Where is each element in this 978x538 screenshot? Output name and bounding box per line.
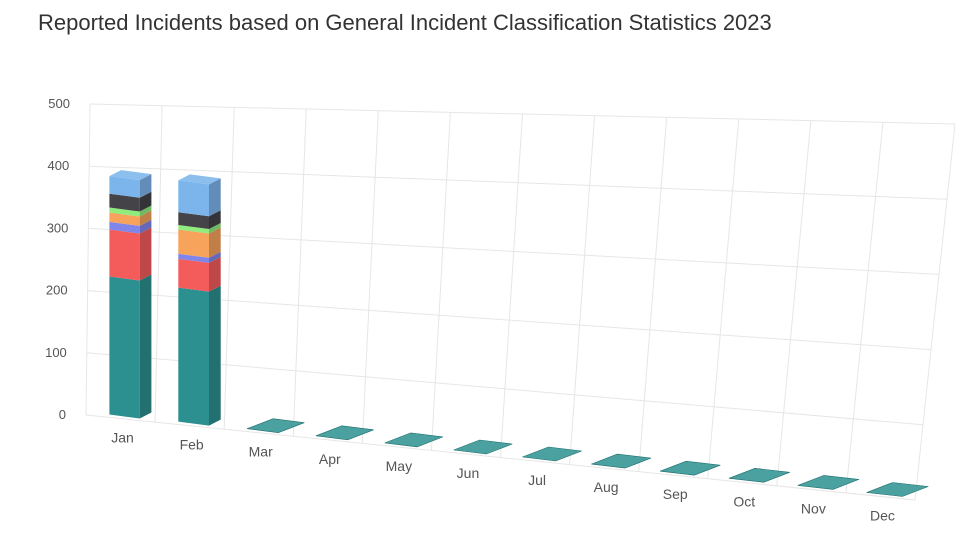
grid xyxy=(85,103,956,501)
y-tick-label: 0 xyxy=(59,407,66,422)
bar-segment xyxy=(178,287,209,426)
y-axis: 0 100 200 300 400 500 xyxy=(45,96,70,422)
bar-segment xyxy=(178,212,209,229)
chart-title: Reported Incidents based on General Inci… xyxy=(38,10,772,35)
gridline-x xyxy=(569,115,596,465)
bar-segment xyxy=(453,439,513,455)
bar-jul xyxy=(522,446,582,462)
gridline-x xyxy=(845,122,884,493)
gridline-x xyxy=(914,123,956,501)
bar-segment xyxy=(866,482,929,497)
x-tick-label: Mar xyxy=(249,444,273,460)
bar-segment xyxy=(384,432,444,448)
gridline-x xyxy=(223,107,235,430)
bar-segment xyxy=(797,475,860,490)
bar-segment-top xyxy=(178,174,221,185)
y-tick-label: 200 xyxy=(46,283,68,298)
bar-nov xyxy=(797,475,860,490)
bar-segment-side xyxy=(209,285,221,426)
x-tick-label: Jun xyxy=(457,465,480,481)
x-tick-label: Aug xyxy=(594,479,619,495)
x-tick-label: May xyxy=(386,458,412,474)
bar-oct xyxy=(728,467,790,483)
gridline-x xyxy=(430,112,451,451)
bar-jan xyxy=(109,170,152,419)
bar-segment-side xyxy=(209,251,221,263)
bar-segment-side xyxy=(139,205,152,217)
bar-segment-side xyxy=(139,174,152,198)
bar-segment xyxy=(178,253,209,263)
bar-segment-side xyxy=(139,274,152,419)
bar-aug xyxy=(591,453,652,469)
x-tick-label: Jul xyxy=(528,472,546,488)
gridline-x xyxy=(500,113,523,458)
bar-segment-side xyxy=(139,227,152,281)
bars xyxy=(109,170,929,497)
bar-segment-side xyxy=(139,191,152,212)
bar-segment xyxy=(109,229,140,281)
x-tick-label: Oct xyxy=(733,493,755,509)
bar-segment xyxy=(109,176,140,198)
gridline-x xyxy=(154,105,163,423)
bar-segment-side xyxy=(139,210,152,226)
bar-jun xyxy=(453,439,513,455)
y-tick-label: 500 xyxy=(48,96,70,111)
bar-segment-top xyxy=(109,170,152,181)
bar-may xyxy=(384,432,444,448)
bar-segment-side xyxy=(209,178,221,217)
gridline-x xyxy=(707,118,740,479)
bar-segment xyxy=(109,193,140,212)
bar-mar xyxy=(246,418,305,434)
x-tick-label: Nov xyxy=(801,500,826,516)
x-axis: Jan Feb Mar Apr May Jun Jul Aug Sep Oct Nov Dec xyxy=(111,430,895,524)
y-tick-label: 400 xyxy=(47,158,69,173)
bar-segment xyxy=(109,221,140,234)
bar-feb xyxy=(178,174,221,426)
bar-segment xyxy=(178,180,209,217)
bar-segment-side xyxy=(209,256,221,292)
bar-segment xyxy=(109,212,140,226)
x-tick-label: Apr xyxy=(319,451,341,467)
bar-segment xyxy=(728,467,790,483)
x-tick-label: Dec xyxy=(870,507,895,523)
bar-sep xyxy=(659,460,721,476)
bar-dec xyxy=(866,482,929,497)
bar-segment-side xyxy=(209,223,221,234)
x-tick-label: Feb xyxy=(180,437,204,453)
bar-segment xyxy=(591,453,652,469)
bar-apr xyxy=(315,425,374,441)
bar-segment xyxy=(109,276,140,419)
bar-segment xyxy=(246,418,305,434)
bar-segment xyxy=(178,225,209,234)
y-tick-label: 300 xyxy=(47,220,69,235)
bar-segment-side xyxy=(209,210,221,229)
gridline-x xyxy=(85,103,91,416)
bar-segment xyxy=(659,460,721,476)
bar-segment xyxy=(522,446,582,462)
gridline-x xyxy=(361,110,379,444)
bar-segment-side xyxy=(209,227,221,258)
y-tick-label: 100 xyxy=(45,345,67,360)
x-tick-label: Jan xyxy=(111,430,134,446)
bar-segment xyxy=(315,425,374,441)
bar-segment xyxy=(178,258,209,292)
gridline-x xyxy=(638,117,668,472)
bar-segment xyxy=(109,207,140,217)
bar-segment xyxy=(178,229,209,258)
x-tick-label: Sep xyxy=(663,486,688,502)
gridline-x xyxy=(776,120,812,486)
gridline-x xyxy=(292,108,307,437)
bar-segment-side xyxy=(139,219,152,234)
